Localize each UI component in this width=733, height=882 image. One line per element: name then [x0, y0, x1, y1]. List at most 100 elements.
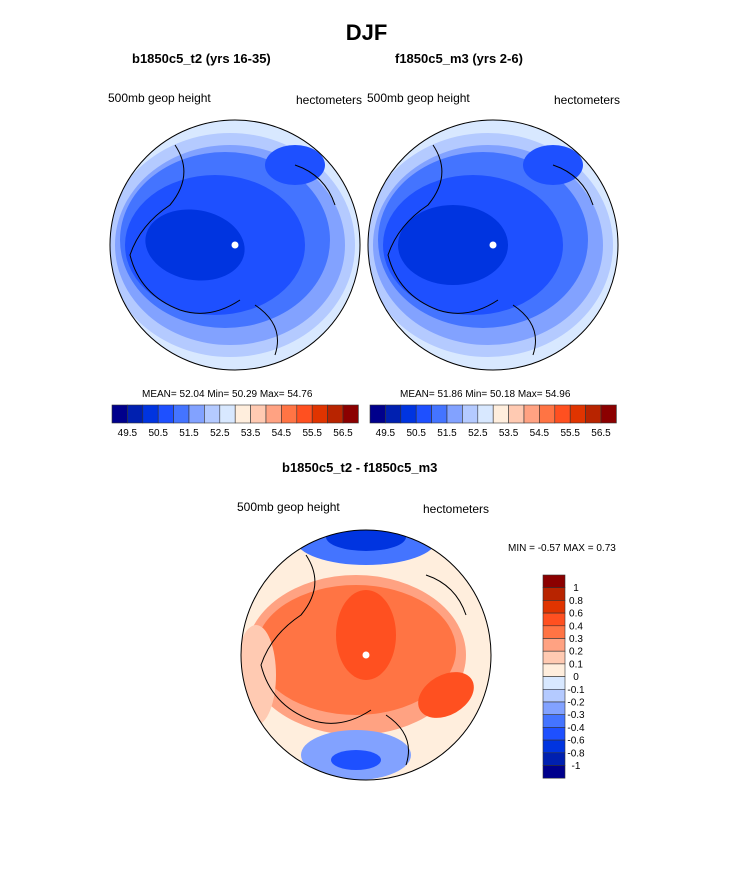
contour-region [145, 209, 245, 281]
colorbar-swatch [111, 404, 128, 424]
colorbar-swatch [542, 714, 566, 728]
colorbar-swatch [585, 404, 602, 424]
colorbar-tick-label: 54.5 [272, 428, 292, 439]
colorbar-swatch [542, 612, 566, 627]
panel1-boundary [109, 119, 361, 371]
colorbar-swatch [369, 404, 386, 424]
colorbar-tick-label: 52.5 [210, 428, 230, 439]
colorbar-tick-label: 0.1 [569, 659, 583, 670]
panel1-right-label: hectometers [296, 93, 363, 107]
colorbar-swatch [542, 727, 566, 741]
colorbar-tick-label: 0.2 [569, 647, 583, 658]
contour-region [326, 530, 406, 551]
colorbar-swatch [188, 404, 205, 424]
colorbar-swatch [265, 404, 282, 424]
colorbar-swatch [523, 404, 540, 424]
colorbar-tick-label: 52.5 [468, 428, 488, 439]
colorbar-swatch [296, 404, 313, 424]
colorbar-swatch [542, 625, 566, 639]
colorbar-tick-label: 1 [573, 583, 579, 594]
colorbar-swatch [385, 404, 402, 424]
colorbar-swatch [554, 404, 571, 424]
panel3-title: b1850c5_t2 - f1850c5_m3 [282, 460, 438, 475]
colorbar-swatch [127, 404, 144, 424]
colorbar-tick-label: -0.4 [567, 723, 585, 734]
colorbar-tick-label: 56.5 [333, 428, 353, 439]
colorbar-swatch [477, 404, 494, 424]
colorbar-swatch [542, 739, 566, 754]
colorbar-swatch [542, 701, 566, 715]
colorbar-tick-label: 55.5 [560, 428, 580, 439]
colorbar-tick-label: -0.1 [567, 685, 585, 696]
colorbar-tick-label: -0.2 [567, 698, 585, 709]
colorbar-swatch [539, 404, 556, 424]
colorbar-swatch [431, 404, 448, 424]
colorbar-tick-label: 51.5 [179, 428, 199, 439]
colorbar-swatch [542, 638, 566, 652]
colorbar-tick-label: 0.3 [569, 634, 583, 645]
colorbar-swatch [542, 663, 566, 677]
colorbar-swatch [542, 600, 566, 614]
colorbar-swatch [415, 404, 432, 424]
coastline [129, 144, 336, 356]
colorbar-tick-label: 0.6 [569, 609, 583, 620]
colorbar-tick-label: 53.5 [499, 428, 519, 439]
north-pole-marker [489, 241, 497, 249]
colorbar-tick-label: 54.5 [530, 428, 550, 439]
contour-region [398, 205, 508, 285]
colorbar-swatch [204, 404, 221, 424]
north-pole-marker [231, 241, 239, 249]
coastline [387, 144, 594, 356]
north-pole-marker [362, 651, 370, 659]
panel2-boundary [367, 119, 619, 371]
colorbar-tick-label: 0.8 [569, 596, 583, 607]
colorbar-tick-label: 0.4 [569, 621, 583, 632]
colorbar-tick-label: -0.3 [567, 710, 585, 721]
colorbar-tick-label: 0 [573, 672, 579, 683]
colorbar-tick-label: -1 [572, 761, 581, 772]
colorbar-swatch [542, 574, 566, 588]
panel2-title: f1850c5_m3 (yrs 2-6) [395, 51, 523, 66]
panel1-stats: MEAN= 52.04 Min= 50.29 Max= 54.76 [142, 389, 313, 400]
colorbar-swatch [542, 765, 566, 779]
contour-region [418, 672, 474, 718]
panel2-right-label: hectometers [554, 93, 621, 107]
panel2-stats: MEAN= 51.86 Min= 50.18 Max= 54.96 [400, 389, 571, 400]
panel2-left-label: 500mb geop height [367, 91, 470, 105]
colorbar-tick-label: 56.5 [591, 428, 611, 439]
colorbar-swatch [400, 404, 417, 424]
colorbar-tick-label: -0.6 [567, 736, 585, 747]
colorbar-tick-label: -0.8 [567, 748, 585, 759]
panel3-boundary [240, 529, 492, 781]
colorbar-swatch [327, 404, 344, 424]
colorbar-swatch [492, 404, 509, 424]
colorbar-swatch [569, 404, 586, 424]
colorbar-swatch [311, 404, 328, 424]
colorbar-swatch [462, 404, 479, 424]
colorbar-tick-label: 49.5 [376, 428, 396, 439]
colorbar-swatch [542, 688, 566, 703]
panel1-left-label: 500mb geop height [108, 91, 211, 105]
panel3-right-label: hectometers [423, 502, 490, 516]
contour-region [336, 590, 396, 680]
colorbar-swatch [157, 404, 174, 424]
colorbar-swatch [234, 404, 251, 424]
colorbar-swatch [250, 404, 267, 424]
colorbar-tick-label: 51.5 [437, 428, 457, 439]
panel3-stats: MIN = -0.57 MAX = 0.73 [508, 543, 616, 554]
colorbar-swatch [342, 404, 359, 424]
colorbar-swatch [142, 404, 159, 424]
colorbar-tick-label: 50.5 [148, 428, 168, 439]
panel1-contour-field [110, 120, 360, 370]
colorbar-swatch [542, 676, 566, 690]
panel1-title: b1850c5_t2 (yrs 16-35) [132, 51, 271, 66]
colorbar-swatch [542, 650, 566, 665]
colorbar-swatch [542, 587, 566, 601]
panel3-left-label: 500mb geop height [237, 500, 340, 514]
colorbar-tick-label: 55.5 [302, 428, 322, 439]
figure-title: DJF [345, 20, 388, 45]
colorbar-swatch [542, 752, 566, 766]
colorbar-tick-label: 50.5 [406, 428, 426, 439]
